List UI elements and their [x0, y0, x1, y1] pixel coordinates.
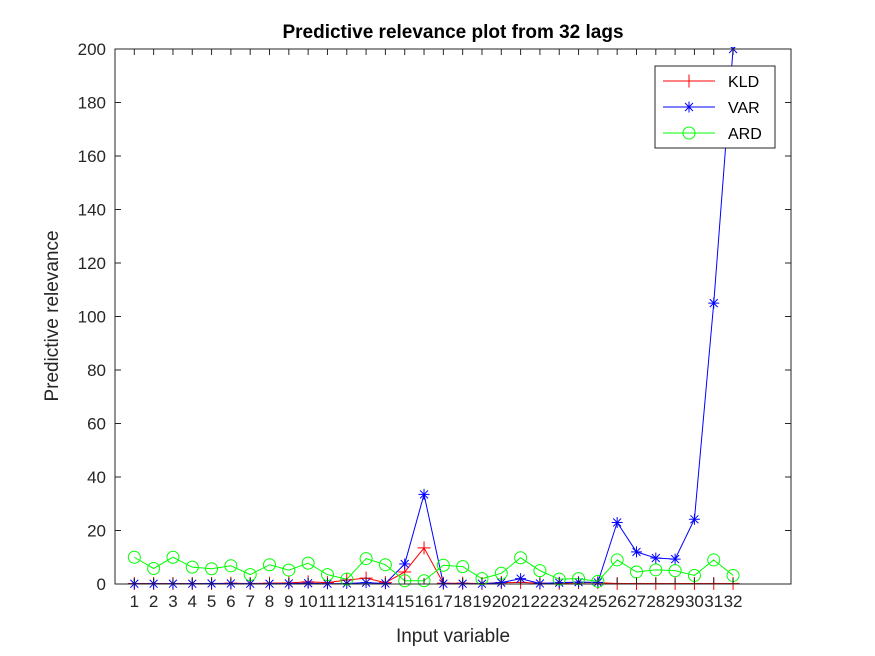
y-tick-label: 40 [87, 468, 106, 487]
data-point-ard [301, 556, 315, 570]
data-point-var [669, 553, 681, 565]
series-ard [127, 550, 740, 588]
x-tick-label: 9 [284, 592, 293, 611]
data-point-ard [436, 558, 450, 572]
x-tick-label: 24 [569, 592, 588, 611]
data-point-ard [572, 572, 586, 586]
y-tick-label: 140 [78, 201, 106, 220]
x-tick-label: 11 [319, 592, 337, 611]
x-tick-label: 29 [666, 592, 685, 611]
data-point-ard [707, 553, 721, 567]
data-point-ard [475, 572, 489, 586]
legend-item-kld: KLD [663, 74, 759, 91]
data-point-ard [629, 565, 643, 579]
data-point-ard [649, 563, 663, 577]
data-point-ard [263, 558, 277, 572]
data-point-ard [591, 574, 605, 588]
data-point-var [399, 558, 411, 570]
y-tick-label: 60 [87, 415, 106, 434]
legend-label: KLD [728, 74, 759, 91]
data-point-ard [398, 574, 412, 588]
chart-title: Predictive relevance plot from 32 lags [282, 22, 623, 43]
y-axis-label: Predictive relevance [42, 230, 63, 401]
x-tick-label: 15 [395, 592, 414, 611]
x-tick-label: 20 [492, 592, 511, 611]
x-tick-label: 10 [299, 592, 318, 611]
data-point-var [688, 513, 700, 525]
x-tick-label: 23 [550, 592, 569, 611]
x-tick-label: 32 [724, 592, 743, 611]
y-tick-label: 160 [78, 147, 106, 166]
x-tick-label: 30 [685, 592, 704, 611]
data-point-ard [147, 561, 161, 575]
data-point-ard [224, 559, 238, 573]
y-tick-label: 180 [78, 94, 106, 113]
data-point-var [708, 297, 720, 309]
data-point-ard [378, 558, 392, 572]
x-tick-label: 17 [434, 592, 453, 611]
x-tick-label: 19 [473, 592, 492, 611]
legend-marker [682, 74, 696, 88]
data-point-ard [359, 552, 373, 566]
x-tick-label: 21 [511, 592, 530, 611]
data-point-var [650, 552, 662, 564]
y-tick-label: 20 [87, 522, 106, 541]
legend-item-var: VAR [663, 100, 760, 117]
data-point-ard [514, 551, 528, 565]
data-point-var [611, 516, 623, 528]
legend-item-ard: ARD [663, 126, 762, 143]
x-tick-label: 6 [226, 592, 235, 611]
legend-marker [683, 101, 695, 113]
data-point-kld [417, 541, 431, 555]
data-point-ard [205, 562, 219, 576]
data-point-ard [127, 550, 141, 564]
x-tick-label: 22 [530, 592, 549, 611]
x-tick-label: 12 [337, 592, 356, 611]
data-point-ard [282, 563, 296, 577]
x-tick-label: 16 [415, 592, 434, 611]
x-axis-label: Input variable [396, 626, 510, 647]
x-tick-label: 3 [168, 592, 177, 611]
x-tick-label: 13 [357, 592, 376, 611]
series-line-ard [134, 556, 734, 582]
x-tick-label: 5 [207, 592, 216, 611]
data-point-ard [552, 572, 566, 586]
x-tick-label: 1 [130, 592, 139, 611]
data-point-var [418, 488, 430, 500]
data-point-ard [533, 564, 547, 578]
data-point-ard [456, 560, 470, 574]
y-tick-label: 200 [78, 40, 106, 59]
x-tick-label: 4 [188, 592, 197, 611]
x-tick-label: 2 [149, 592, 158, 611]
x-tick-label: 8 [265, 592, 274, 611]
legend-label: VAR [728, 100, 760, 117]
data-point-var [630, 546, 642, 558]
data-point-ard [417, 574, 431, 588]
legend-label: ARD [728, 126, 762, 143]
axes-layer: 1 2 3 4 5 6 7 8 9 10 11 12 13 14 15 16 17 18 19 20 21 22 23 24 2… [78, 40, 792, 611]
x-tick-label: 31 [704, 592, 723, 611]
x-tick-label: 7 [245, 592, 254, 611]
data-point-ard [610, 553, 624, 567]
y-tick-label: 100 [78, 308, 106, 327]
x-tick-label: 14 [376, 592, 395, 611]
x-tick-label: 18 [453, 592, 472, 611]
x-tick-label: 28 [646, 592, 665, 611]
data-point-ard [166, 550, 180, 564]
x-tick-label: 25 [588, 592, 607, 611]
data-point-ard [668, 564, 682, 578]
data-point-ard [185, 560, 199, 574]
y-tick-label: 120 [78, 254, 106, 273]
y-tick-label: 80 [87, 361, 106, 380]
legend: KLD VAR ARD [654, 65, 776, 149]
data-point-ard [340, 572, 354, 586]
y-tick-label: 0 [97, 575, 106, 594]
x-tick-label: 26 [608, 592, 627, 611]
legend-marker [682, 126, 696, 140]
x-tick-label: 27 [627, 592, 646, 611]
